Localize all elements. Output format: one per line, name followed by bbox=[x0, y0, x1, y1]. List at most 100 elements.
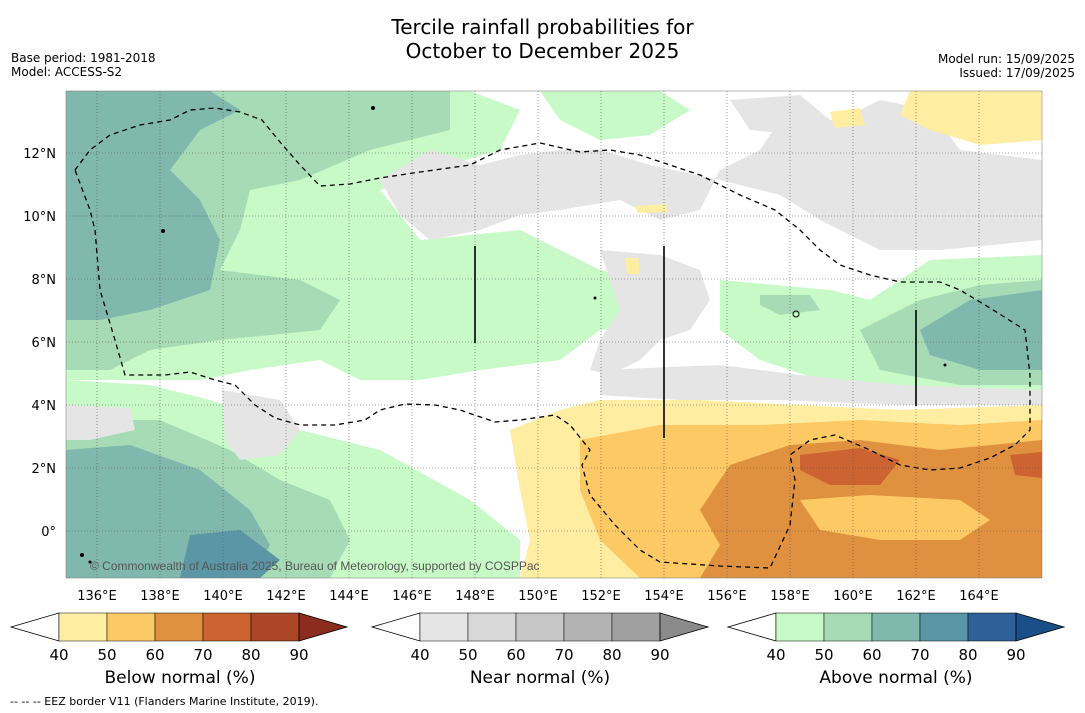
lat-labels: 12°N 10°N 8°N 6°N 4°N 2°N 0° bbox=[23, 147, 56, 540]
lon-label: 164°E bbox=[959, 589, 999, 604]
below-normal-50-patch-southeast bbox=[800, 495, 990, 540]
colorbar-segment bbox=[515, 612, 565, 642]
colorbar-segment bbox=[823, 612, 873, 642]
colorbar-segment bbox=[106, 612, 156, 642]
lat-label: 10°N bbox=[23, 210, 56, 225]
lon-labels: 136°E 138°E 140°E 142°E 144°E 146°E 148°… bbox=[77, 589, 999, 604]
colorbar-under-triangle bbox=[370, 612, 421, 642]
colorbar-tick-label: 40 bbox=[49, 646, 68, 664]
model-run-text: Model run: 15/09/2025 bbox=[937, 52, 1075, 66]
near-normal-40-region-central bbox=[590, 250, 710, 375]
colorbar-tick-label: 90 bbox=[1006, 646, 1025, 664]
colorbar-label-below: Below normal (%) bbox=[104, 668, 256, 688]
colorbar-segment bbox=[871, 612, 921, 642]
near-normal-40-patch-northeast bbox=[730, 95, 830, 135]
colorbar-tick-label: 50 bbox=[814, 646, 833, 664]
base-period-text: Base period: 1981-2018 bbox=[11, 51, 156, 65]
colorbar-tick-label: 60 bbox=[862, 646, 881, 664]
colorbar-near: 40 50 60 70 80 90 bbox=[370, 612, 710, 664]
lon-label: 156°E bbox=[707, 589, 747, 604]
near-normal-40-band-east bbox=[600, 365, 1042, 405]
colorbar-over-triangle bbox=[659, 612, 710, 642]
lon-label: 140°E bbox=[203, 589, 243, 604]
map-frame bbox=[65, 90, 1043, 579]
lat-label: 6°N bbox=[32, 336, 57, 351]
below-normal-40-patch-north bbox=[830, 108, 865, 128]
model-text: Model: ACCESS-S2 bbox=[11, 65, 123, 79]
colorbar-tick-label: 60 bbox=[145, 646, 164, 664]
below-normal-70-region-southeast bbox=[800, 448, 900, 485]
colorbar-segment bbox=[775, 612, 825, 642]
colorbar-label-above: Above normal (%) bbox=[819, 668, 973, 688]
below-normal-70-patch-east bbox=[1010, 452, 1042, 478]
lon-label: 154°E bbox=[644, 589, 684, 604]
colorbar-tick-label: 50 bbox=[458, 646, 477, 664]
copyright-text: © Commonwealth of Australia 2025, Bureau… bbox=[90, 559, 540, 573]
colorbar-over-triangle bbox=[1015, 612, 1066, 642]
above-normal-40-region-north bbox=[540, 91, 690, 140]
colorbar-segment bbox=[58, 612, 108, 642]
colorbar-tick-label: 50 bbox=[97, 646, 116, 664]
colorbar-tick-label: 40 bbox=[766, 646, 785, 664]
colorbar-under-triangle bbox=[726, 612, 777, 642]
colorbar-tick-label: 60 bbox=[506, 646, 525, 664]
lon-label: 138°E bbox=[140, 589, 180, 604]
colorbar-over-triangle bbox=[298, 612, 349, 642]
lat-label: 8°N bbox=[32, 273, 57, 288]
colorbar-tick-label: 90 bbox=[650, 646, 669, 664]
below-normal-40-patch-center2 bbox=[625, 258, 640, 274]
boundary-markers bbox=[474, 246, 917, 438]
lat-label: 12°N bbox=[23, 147, 56, 162]
colorbar-tick-label: 70 bbox=[554, 646, 573, 664]
lat-label: 2°N bbox=[32, 462, 57, 477]
above-normal-70-region-southwest bbox=[180, 530, 280, 578]
map-field: © Commonwealth of Australia 2025, Bureau… bbox=[66, 91, 1042, 578]
eez-footnote: -- -- -- EEZ border V11 (Flanders Marine… bbox=[10, 695, 319, 708]
above-normal-60-region-west bbox=[66, 91, 240, 320]
lon-label: 162°E bbox=[896, 589, 936, 604]
lat-label: 4°N bbox=[32, 399, 57, 414]
eez-borders bbox=[74, 107, 1031, 569]
lon-label: 148°E bbox=[455, 589, 495, 604]
lon-label: 152°E bbox=[581, 589, 621, 604]
colorbar-segment bbox=[919, 612, 969, 642]
colorbar-segment bbox=[563, 612, 613, 642]
colorbar-segment bbox=[419, 612, 469, 642]
lon-label: 160°E bbox=[833, 589, 873, 604]
colorbar-above: 40 50 60 70 80 90 bbox=[726, 612, 1066, 664]
colorbar-tick-label: 80 bbox=[241, 646, 260, 664]
colorbar-tick-label: 70 bbox=[910, 646, 929, 664]
islands bbox=[80, 106, 947, 564]
colorbar-segment bbox=[467, 612, 517, 642]
colorbar-tick-label: 80 bbox=[958, 646, 977, 664]
colorbar-tick-label: 80 bbox=[602, 646, 621, 664]
colorbar-segment bbox=[154, 612, 204, 642]
below-normal-40-patch-center bbox=[635, 204, 668, 213]
colorbar-segment bbox=[250, 612, 300, 642]
above-normal-60-region-east bbox=[920, 290, 1042, 370]
near-normal-40-region-north bbox=[380, 100, 1042, 250]
lon-label: 150°E bbox=[518, 589, 558, 604]
map-title-line1: Tercile rainfall probabilities for bbox=[391, 15, 694, 39]
colorbar-under-triangle bbox=[9, 612, 60, 642]
lon-label: 142°E bbox=[266, 589, 306, 604]
colorbar-label-near: Near normal (%) bbox=[469, 668, 611, 688]
colorbar-below: 40 50 60 70 80 90 bbox=[9, 612, 349, 664]
colorbar-segment bbox=[611, 612, 661, 642]
map-title-line2: October to December 2025 bbox=[405, 39, 680, 63]
issued-text: Issued: 17/09/2025 bbox=[959, 66, 1075, 80]
below-normal-40-region-northeast bbox=[900, 91, 1042, 145]
colorbar-segment bbox=[202, 612, 252, 642]
colorbar-tick-label: 40 bbox=[410, 646, 429, 664]
colorbars: 40 50 60 70 80 90 40 50 60 70 80 90 40 50 60 70 80 90 bbox=[9, 612, 1066, 664]
near-normal-40-patch-southwest bbox=[66, 405, 135, 440]
colorbar-segment bbox=[967, 612, 1017, 642]
lon-label: 146°E bbox=[392, 589, 432, 604]
lon-label: 136°E bbox=[77, 589, 117, 604]
eez-boundary-path bbox=[74, 107, 1031, 569]
colorbar-tick-label: 90 bbox=[289, 646, 308, 664]
lon-label: 144°E bbox=[329, 589, 369, 604]
near-normal-40-patch-west bbox=[222, 390, 300, 460]
lon-label: 158°E bbox=[770, 589, 810, 604]
